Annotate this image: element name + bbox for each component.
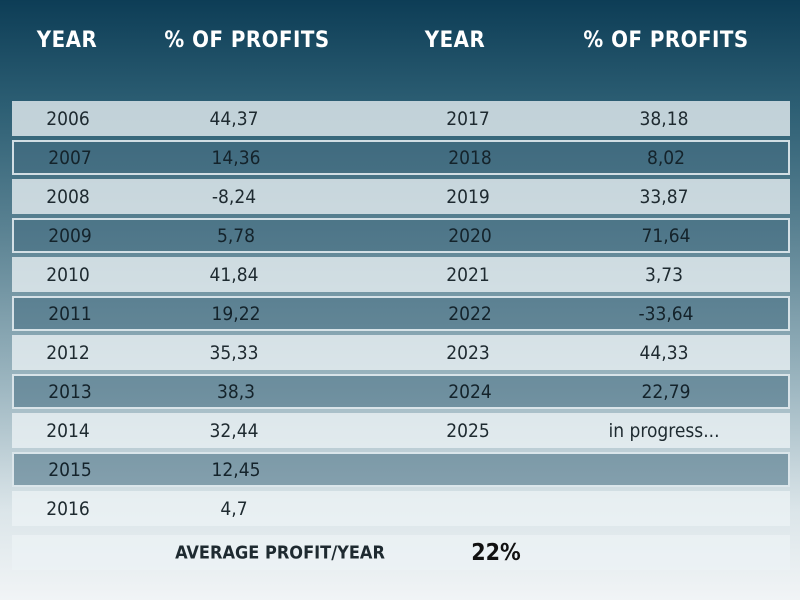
profit-cell: 35,33 xyxy=(209,341,259,364)
average-row: AVERAGE PROFIT/YEAR 22% xyxy=(12,535,790,570)
profit-cell: in progress... xyxy=(608,419,720,442)
profit-cell: 14,36 xyxy=(211,146,261,169)
table-row: 2012 35,33 2023 44,33 xyxy=(12,335,790,370)
profit-cell: 44,33 xyxy=(639,341,689,364)
profit-cell: 12,45 xyxy=(211,458,261,481)
profit-cell: 71,64 xyxy=(641,224,691,247)
profit-cell: -33,64 xyxy=(638,302,694,325)
header-year-right: YEAR xyxy=(424,28,486,53)
year-cell: 2020 xyxy=(448,224,492,247)
year-cell: 2021 xyxy=(446,263,490,286)
year-cell: 2025 xyxy=(446,419,490,442)
table-row: 2013 38,3 2024 22,79 xyxy=(12,374,790,409)
year-cell: 2011 xyxy=(48,302,92,325)
header-year-left: YEAR xyxy=(36,28,98,53)
table-row: 2010 41,84 2021 3,73 xyxy=(12,257,790,292)
table-row: 2008 -8,24 2019 33,87 xyxy=(12,179,790,214)
profit-cell: 19,22 xyxy=(211,302,261,325)
table-row: 2006 44,37 2017 38,18 xyxy=(12,101,790,136)
year-cell: 2023 xyxy=(446,341,490,364)
year-cell: 2008 xyxy=(46,185,90,208)
year-cell: 2016 xyxy=(46,497,90,520)
profit-cell: 38,18 xyxy=(639,107,689,130)
year-cell: 2006 xyxy=(46,107,90,130)
header-profit-left: % OF PROFITS xyxy=(164,28,330,53)
profit-cell: -8,24 xyxy=(211,185,257,208)
year-cell: 2012 xyxy=(46,341,90,364)
year-cell: 2007 xyxy=(48,146,92,169)
year-cell: 2018 xyxy=(448,146,492,169)
table-row: 2007 14,36 2018 8,02 xyxy=(12,140,790,175)
profit-cell: 8,02 xyxy=(646,146,686,169)
table-row: 2009 5,78 2020 71,64 xyxy=(12,218,790,253)
year-cell: 2013 xyxy=(48,380,92,403)
profit-cell: 33,87 xyxy=(639,185,689,208)
profit-cell: 3,73 xyxy=(644,263,684,286)
year-cell: 2015 xyxy=(48,458,92,481)
year-cell: 2009 xyxy=(48,224,92,247)
table-header: YEAR % OF PROFITS YEAR % OF PROFITS xyxy=(0,28,800,58)
year-cell: 2019 xyxy=(446,185,490,208)
year-cell: 2024 xyxy=(448,380,492,403)
profit-cell: 5,78 xyxy=(216,224,256,247)
table-row: 2016 4,7 xyxy=(12,491,790,526)
profit-cell: 32,44 xyxy=(209,419,259,442)
profit-cell: 4,7 xyxy=(220,497,248,520)
profit-cell: 22,79 xyxy=(641,380,691,403)
profit-cell: 38,3 xyxy=(216,380,256,403)
table-row: 2014 32,44 2025 in progress... xyxy=(12,413,790,448)
table-row: 2011 19,22 2022 -33,64 xyxy=(12,296,790,331)
average-value: 22% xyxy=(471,539,521,566)
year-cell: 2010 xyxy=(46,263,90,286)
header-profit-right: % OF PROFITS xyxy=(583,28,749,53)
table-row: 2015 12,45 xyxy=(12,452,790,487)
profit-cell: 41,84 xyxy=(209,263,259,286)
year-cell: 2022 xyxy=(448,302,492,325)
average-label: AVERAGE PROFIT/YEAR xyxy=(175,542,385,563)
profit-cell: 44,37 xyxy=(209,107,259,130)
year-cell: 2014 xyxy=(46,419,90,442)
year-cell: 2017 xyxy=(446,107,490,130)
